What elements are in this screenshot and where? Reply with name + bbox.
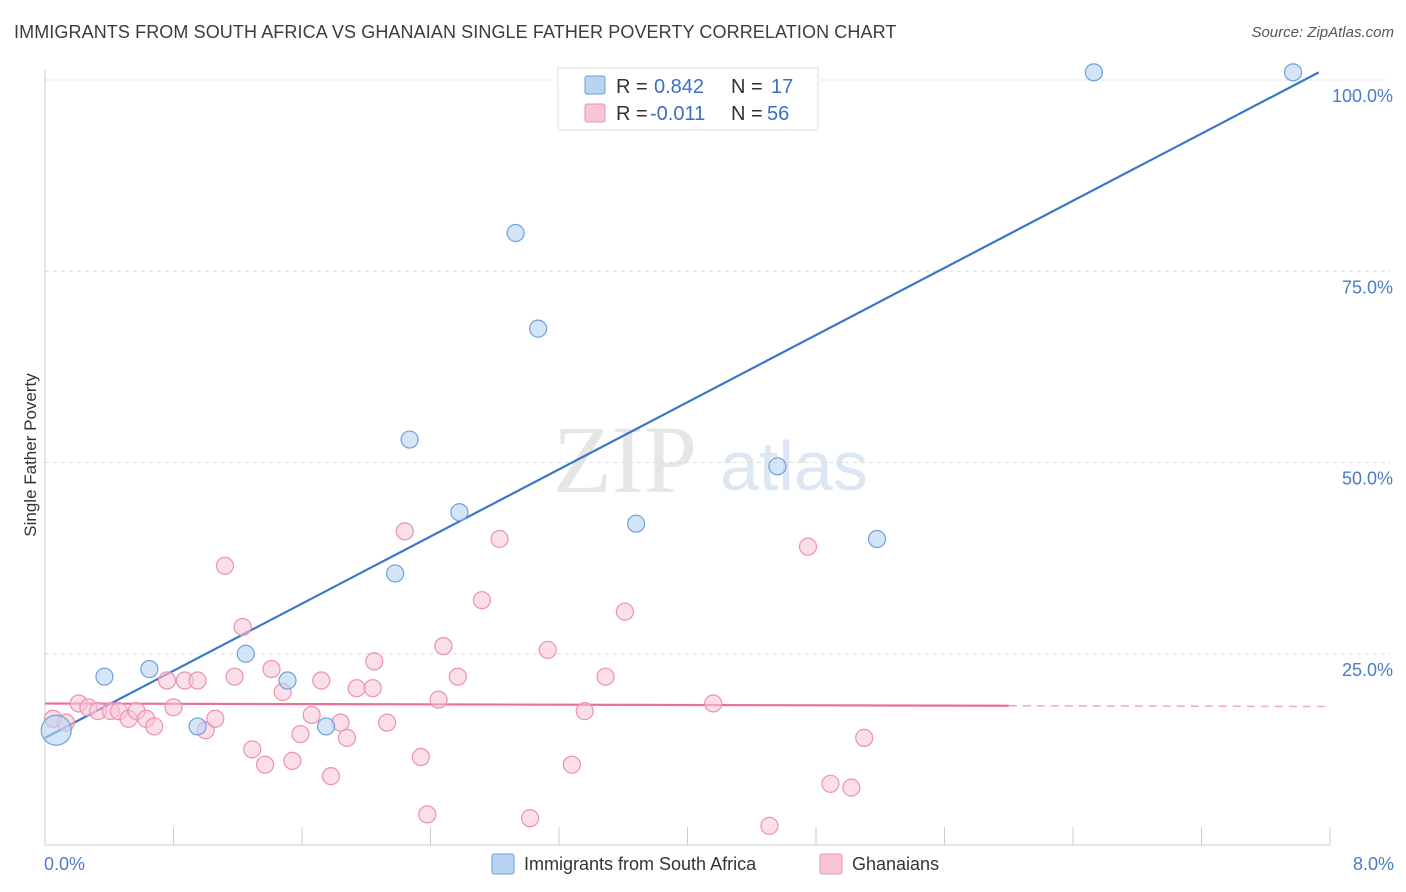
ghanaians-point-42 xyxy=(490,529,509,549)
watermark-zip: ZIP xyxy=(553,406,697,513)
ghanaians-point-52 xyxy=(821,774,840,793)
legend-r-label-2: R = xyxy=(616,103,648,125)
legend-n-label-2: N = xyxy=(731,103,763,125)
correlation-legend: R = 0.842 N = 17 R = -0.011 N = 56 xyxy=(557,67,819,131)
ghanaians-point-26 xyxy=(302,705,321,725)
legend-n-label-1: N = xyxy=(731,76,763,98)
legend-n-value-2: 56 xyxy=(767,103,789,125)
south-africa-point-9 xyxy=(450,503,469,522)
legend-swatch-blue xyxy=(584,75,606,95)
ghanaians-point-51 xyxy=(798,537,818,556)
watermark-atlas: atlas xyxy=(720,427,868,505)
south-africa-point-15 xyxy=(1084,63,1103,82)
south-africa-point-3 xyxy=(188,717,207,736)
series-legend: Immigrants from South Africa Ghanaians xyxy=(491,853,939,875)
ghanaians-point-48 xyxy=(615,602,634,621)
grid-lines xyxy=(45,79,1390,655)
ghanaians-point-22 xyxy=(262,659,281,679)
legend-r-value-2: -0.011 xyxy=(650,103,705,125)
ghanaians-point-50 xyxy=(760,816,779,835)
ghanaians-point-10 xyxy=(145,717,164,736)
ghanaians-point-46 xyxy=(575,702,594,721)
y-tick-label-75: 75.0% xyxy=(1342,277,1393,297)
ghanaians-point-41 xyxy=(472,591,491,610)
bottom-legend-swatch-pink xyxy=(819,853,843,875)
ghanaians-points xyxy=(43,522,874,835)
ghanaians-point-43 xyxy=(520,809,540,828)
ghanaians-point-49 xyxy=(704,694,723,713)
south-africa-point-16 xyxy=(1283,63,1303,82)
ghanaians-point-39 xyxy=(434,636,453,656)
trend-line-ghanaians-extension xyxy=(1008,705,1331,708)
ghanaians-point-33 xyxy=(365,652,384,671)
ghanaians-point-24 xyxy=(283,751,302,770)
ghanaians-point-12 xyxy=(164,698,183,717)
legend-n-value-1: 17 xyxy=(771,76,793,98)
chart-source: Source: ZipAtlas.com xyxy=(1251,24,1394,41)
ghanaians-point-36 xyxy=(411,747,430,767)
ghanaians-point-27 xyxy=(312,671,331,690)
south-africa-point-14 xyxy=(867,529,887,549)
ghanaians-point-45 xyxy=(562,755,581,774)
ghanaians-point-35 xyxy=(395,522,414,541)
ghanaians-point-31 xyxy=(347,679,366,698)
x-tick-label-min: 0.0% xyxy=(44,854,85,874)
south-africa-point-8 xyxy=(400,430,419,449)
south-africa-point-7 xyxy=(386,564,405,583)
y-tick-label-100: 100.0% xyxy=(1332,86,1393,106)
south-africa-points xyxy=(40,63,1303,746)
ghanaians-point-21 xyxy=(255,755,275,774)
bottom-legend-label-south-africa: Immigrants from South Africa xyxy=(524,854,757,874)
ghanaians-point-14 xyxy=(188,671,207,690)
south-africa-point-10 xyxy=(506,223,525,243)
south-africa-point-5 xyxy=(278,671,297,690)
legend-r-label-1: R = xyxy=(616,76,648,98)
trend-line-ghanaians xyxy=(44,702,1009,707)
legend-swatch-pink xyxy=(584,103,606,123)
south-africa-point-6 xyxy=(316,717,336,736)
ghanaians-point-28 xyxy=(321,767,341,786)
ghanaians-point-37 xyxy=(418,805,437,824)
south-africa-point-1 xyxy=(95,667,114,686)
south-africa-point-12 xyxy=(626,514,646,533)
ghanaians-point-17 xyxy=(215,556,234,575)
south-africa-point-13 xyxy=(768,457,787,476)
trend-lines xyxy=(44,71,1331,739)
bottom-legend-label-ghanaians: Ghanaians xyxy=(852,854,939,874)
south-africa-point-11 xyxy=(529,319,548,338)
y-tick-label-25: 25.0% xyxy=(1342,660,1393,680)
ghanaians-point-25 xyxy=(291,724,310,744)
ghanaians-point-20 xyxy=(243,740,262,759)
y-tick-label-50: 50.0% xyxy=(1342,469,1393,489)
south-africa-point-0 xyxy=(40,714,72,746)
south-africa-point-4 xyxy=(236,644,255,663)
ghanaians-point-38 xyxy=(429,690,448,709)
south-africa-point-2 xyxy=(140,659,159,679)
ghanaians-point-47 xyxy=(596,667,615,686)
ghanaians-point-32 xyxy=(363,679,382,698)
chart-title: IMMIGRANTS FROM SOUTH AFRICA VS GHANAIAN… xyxy=(14,22,897,42)
x-tick-label-max: 8.0% xyxy=(1353,854,1394,874)
ghanaians-point-40 xyxy=(448,667,467,686)
ghanaians-point-16 xyxy=(206,709,225,728)
ghanaians-point-53 xyxy=(842,778,861,797)
ghanaians-point-18 xyxy=(225,667,244,686)
y-axis-label: Single Father Poverty xyxy=(21,373,40,537)
ghanaians-point-54 xyxy=(855,728,874,748)
bottom-legend-swatch-blue xyxy=(491,853,515,875)
ghanaians-point-30 xyxy=(337,728,357,748)
ghanaians-point-11 xyxy=(157,671,177,690)
ghanaians-point-19 xyxy=(233,617,252,637)
trend-line-south-africa xyxy=(44,71,1320,739)
ghanaians-point-34 xyxy=(378,713,397,732)
ghanaians-point-44 xyxy=(538,640,557,660)
legend-r-value-1: 0.842 xyxy=(654,76,704,98)
